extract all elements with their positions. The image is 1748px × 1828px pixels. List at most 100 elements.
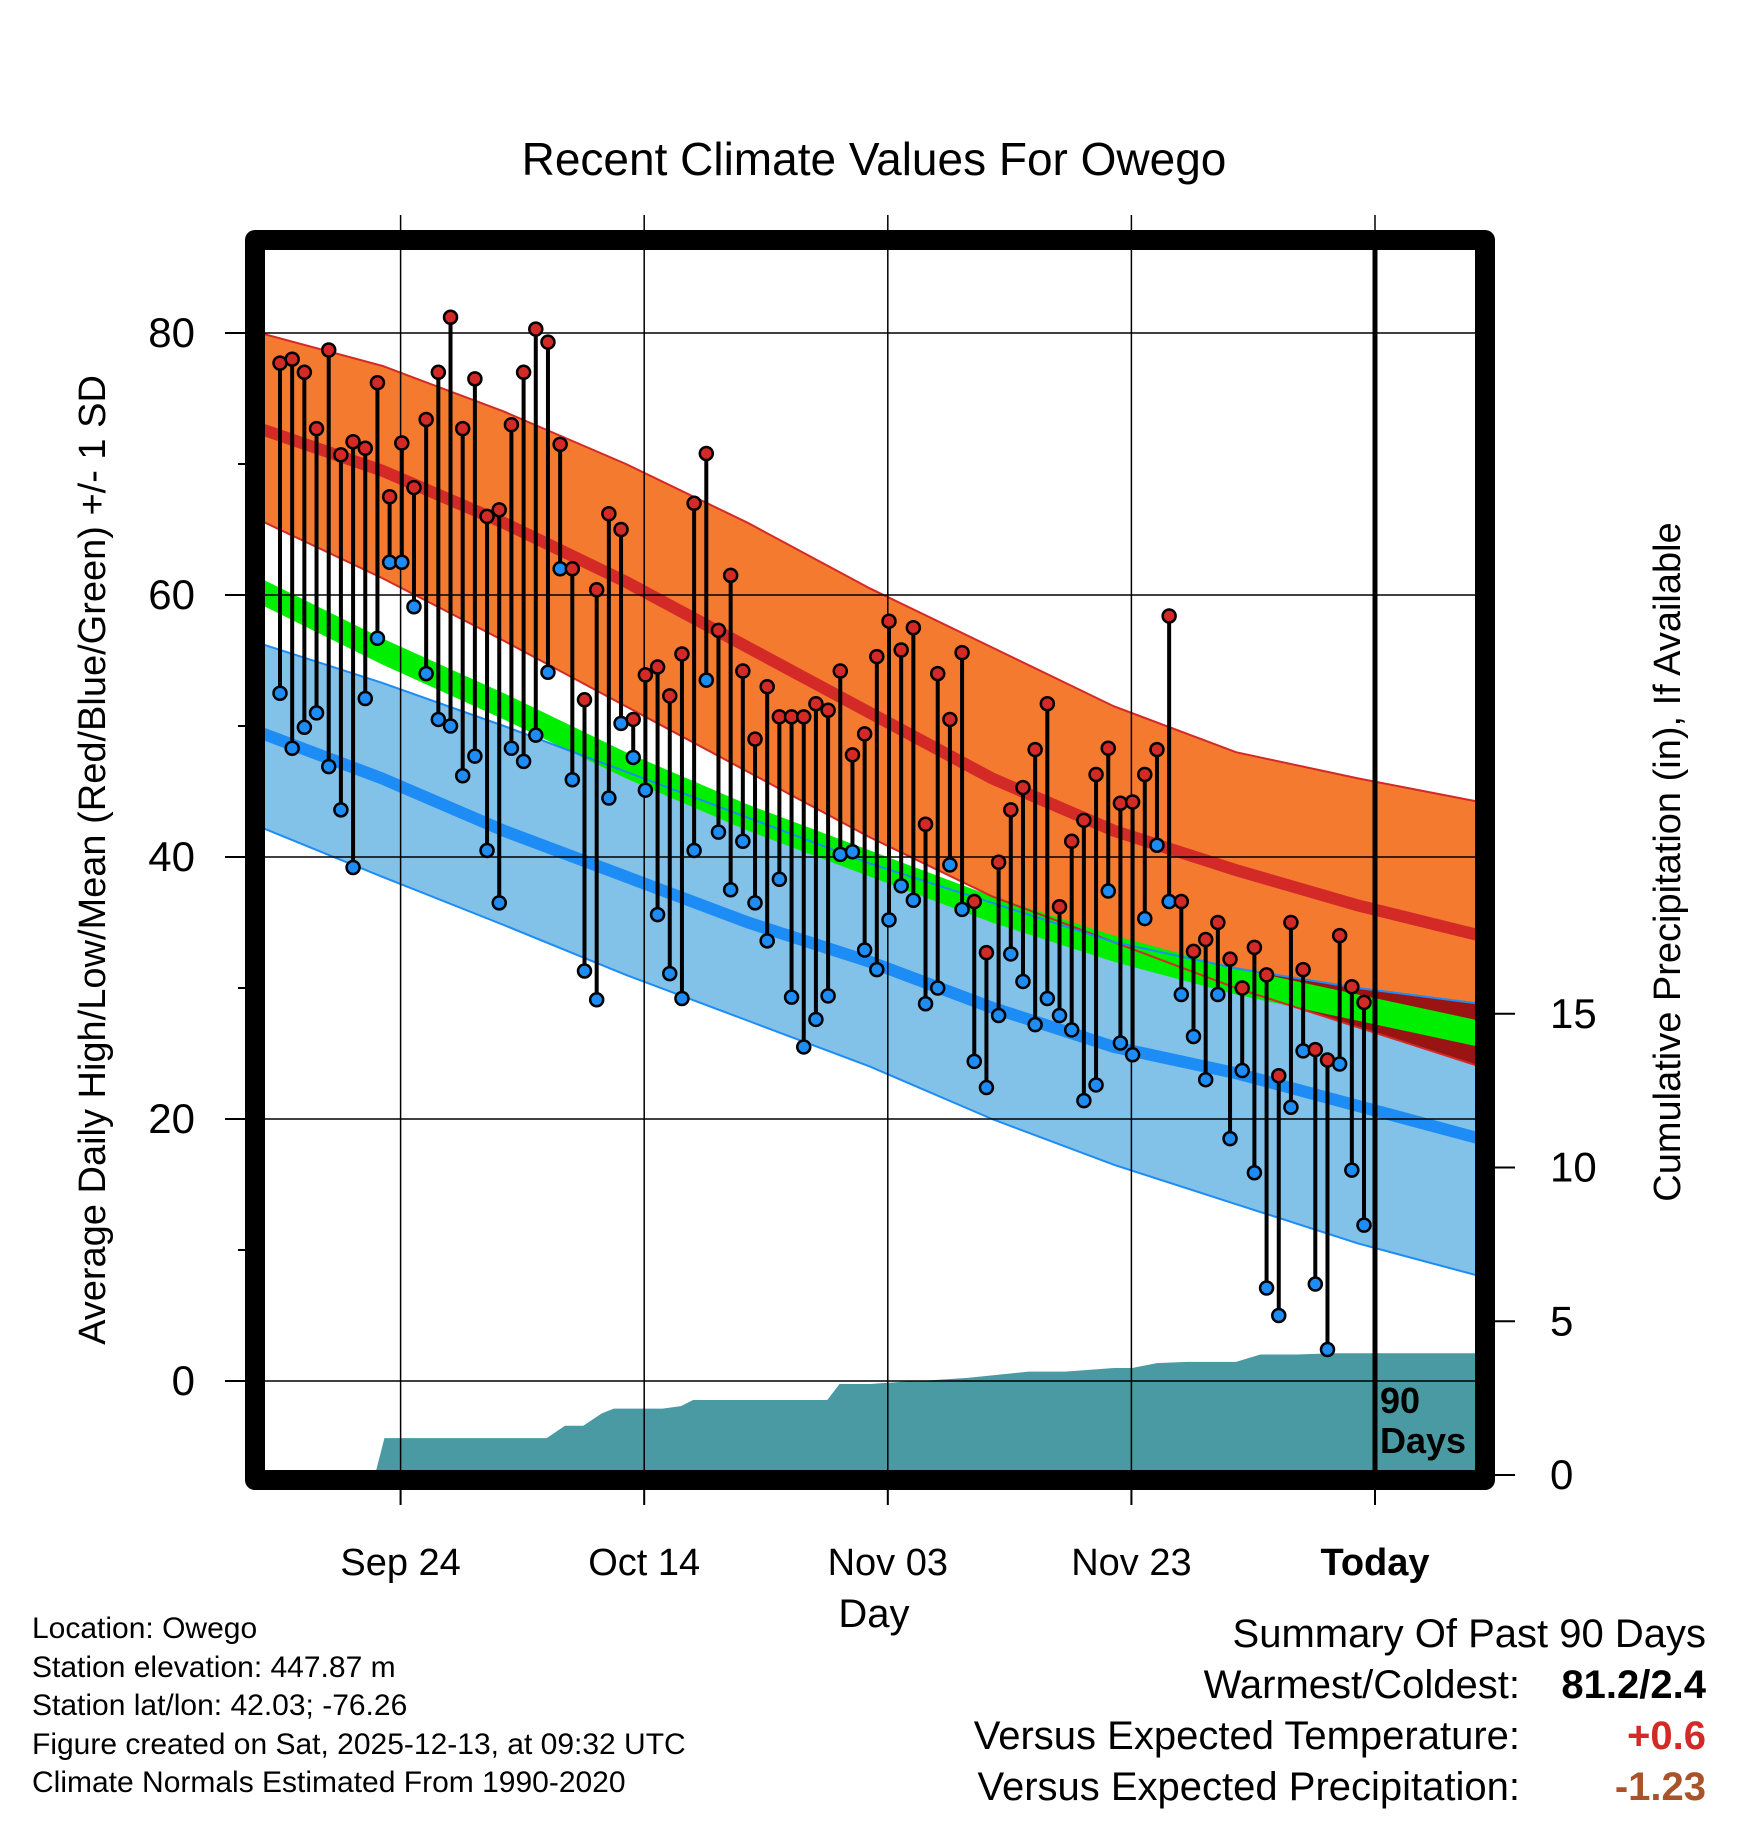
summary-precip-row: Versus Expected Precipitation: -1.23	[974, 1765, 1706, 1816]
daily-low-point	[808, 1011, 824, 1028]
daily-high-point	[929, 665, 946, 682]
daily-low-point	[394, 554, 410, 570]
daily-low-point	[418, 665, 434, 682]
daily-high-point	[430, 364, 447, 381]
daily-high-point	[320, 342, 337, 358]
daily-high-point	[990, 854, 1007, 870]
daily-high-point	[649, 659, 666, 675]
daily-high-point	[588, 582, 605, 598]
daily-low-point	[1173, 986, 1190, 1003]
daily-high-point	[905, 620, 922, 636]
daily-low-point	[710, 824, 727, 840]
info-elevation: Station elevation: 447.87 m	[32, 1650, 396, 1684]
daily-high-point	[406, 479, 422, 496]
daily-low-point	[1307, 1276, 1324, 1292]
info-normals: Climate Normals Estimated From 1990-2020	[32, 1766, 626, 1799]
daily-high-point	[1222, 951, 1238, 967]
left-tick-label: 40	[148, 833, 195, 880]
daily-low-point	[515, 753, 532, 770]
daily-low-point	[783, 989, 800, 1005]
low-band-lower-edge	[260, 825, 1480, 1278]
daily-low-point	[759, 933, 775, 949]
daily-high-point	[1210, 914, 1226, 931]
daily-high-point	[1088, 766, 1104, 783]
temp-value: +0.6	[1627, 1714, 1706, 1758]
daily-low-point	[893, 878, 909, 894]
daily-low-point	[1283, 1099, 1299, 1115]
daily-low-point	[1027, 1016, 1043, 1033]
daily-low-point	[369, 630, 386, 646]
x-tick-label: Oct 14	[588, 1542, 700, 1584]
daily-high-point	[576, 692, 593, 708]
daily-low-point	[856, 942, 873, 958]
daily-high-point	[1307, 1041, 1324, 1058]
daily-high-point	[333, 447, 349, 463]
daily-low-point	[1100, 883, 1116, 899]
daily-high-point	[394, 435, 410, 451]
x-tick-label: Sep 24	[340, 1542, 460, 1584]
daily-high-point	[710, 622, 727, 639]
daily-high-point	[942, 711, 958, 728]
daily-low-point	[1258, 1280, 1275, 1296]
daily-high-point	[1039, 695, 1056, 712]
daily-high-point	[966, 893, 983, 910]
daily-high-point	[284, 351, 300, 367]
y-axis-label-right: Cumulative Precipitation (in), If Availa…	[1647, 522, 1689, 1201]
daily-high-point	[662, 688, 678, 704]
daily-low-point	[1112, 1035, 1129, 1051]
daily-high-point	[1295, 961, 1311, 978]
daily-low-point	[345, 859, 361, 876]
left-tick-label: 20	[148, 1095, 195, 1142]
x-tick-label: Today	[1320, 1542, 1429, 1584]
daily-low-point	[698, 672, 715, 688]
low-normal-mean-line	[260, 726, 1480, 1145]
daily-low-point	[771, 871, 788, 888]
daily-high-point	[552, 436, 568, 453]
precip-label: Versus Expected Precipitation:	[977, 1765, 1520, 1809]
info-location: Location: Owego	[32, 1612, 258, 1645]
daily-high-point	[601, 506, 617, 522]
daily-high-point	[454, 420, 471, 437]
daily-high-point	[1185, 943, 1202, 960]
daily-low-point	[296, 719, 313, 736]
x-axis-label: Day	[838, 1592, 909, 1636]
daily-high-point	[442, 309, 459, 326]
daily-high-point	[759, 678, 775, 695]
daily-low-point	[357, 690, 374, 707]
daily-low-point	[1063, 1022, 1080, 1038]
info-created: Figure created on Sat, 2025-12-13, at 09…	[32, 1727, 686, 1761]
daily-high-point	[832, 663, 849, 679]
chart-title: Recent Climate Values For Owego	[522, 133, 1227, 185]
daily-low-point	[978, 1079, 995, 1096]
daily-low-point	[1271, 1307, 1287, 1324]
daily-low-point	[735, 833, 751, 850]
daily-high-point	[698, 445, 715, 462]
daily-low-point	[1088, 1077, 1104, 1093]
daily-low-point	[637, 782, 654, 798]
daily-low-point	[686, 842, 702, 859]
daily-high-point	[345, 433, 361, 450]
daily-low-point	[491, 895, 507, 911]
daily-high-point	[503, 416, 520, 433]
daily-high-point	[1197, 931, 1214, 948]
daily-low-point	[942, 857, 958, 873]
daily-high-point	[1015, 779, 1031, 796]
daily-high-point	[564, 561, 581, 577]
daily-low-point	[1210, 986, 1226, 1003]
daily-low-point	[881, 912, 897, 928]
daily-high-point	[735, 663, 751, 679]
daily-low-point	[795, 1039, 812, 1055]
daily-low-point	[1344, 1162, 1360, 1178]
daily-high-point	[515, 364, 532, 381]
daily-high-point	[381, 489, 398, 505]
daily-low-point	[929, 980, 946, 996]
daily-high-point	[491, 502, 507, 518]
daily-low-point	[1234, 1062, 1250, 1079]
daily-low-point	[588, 992, 605, 1008]
daily-high-point	[1344, 978, 1360, 995]
y-axis-label-left: Average Daily High/Low/Mean (Red/Blue/Gr…	[72, 375, 114, 1345]
daily-high-point	[613, 521, 629, 538]
daily-high-point	[637, 667, 654, 683]
daily-low-point	[674, 990, 690, 1007]
